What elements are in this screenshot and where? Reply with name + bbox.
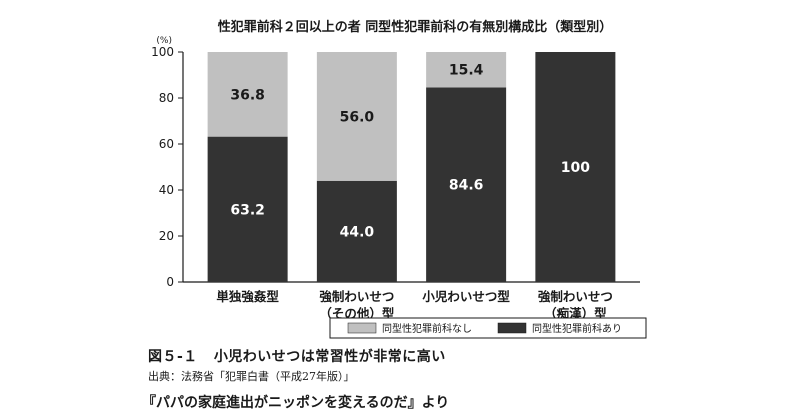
x-tick-label: （その他）型 — [319, 306, 395, 321]
stacked-bar-chart: 性犯罪前科２回以上の者 同型性犯罪前科の有無別構成比（類型別） (%) 0 20 4… — [151, 19, 647, 339]
legend-box — [329, 317, 647, 339]
y-tick-label: 40 — [159, 183, 174, 197]
figure-caption: 図５-１ 小児わいせつは常習性が非常に高い — [148, 346, 446, 366]
legend: 同型性犯罪前科なし 同型性犯罪前科あり — [329, 317, 647, 339]
legend-label: 同型性犯罪前科あり — [532, 322, 622, 335]
x-axis-labels: 単独強姦型 強制わいせつ （その他）型 小児わいせつ型 強制わいせつ （痴漢）型 — [216, 289, 613, 321]
data-label: 56.0 — [340, 109, 375, 125]
x-tick-label: 強制わいせつ — [319, 289, 394, 304]
source-note: 出典：法務省「犯罪白書（平成27年版）」 — [148, 370, 355, 383]
book-quote: 『パパの家庭進出がニッポンを変えるのだ』より — [142, 395, 450, 411]
x-tick-label: 小児わいせつ型 — [421, 289, 510, 304]
legend-swatch — [347, 322, 377, 334]
bar-segment-without-prior — [426, 52, 507, 88]
y-tick-label: 60 — [159, 137, 174, 151]
y-tick-label: 0 — [166, 275, 174, 289]
chart-title: 性犯罪前科２回以上の者 同型性犯罪前科の有無別構成比（類型別） — [218, 19, 613, 35]
x-tick-label: 強制わいせつ — [538, 289, 613, 304]
data-label: 100 — [561, 160, 590, 176]
bar-segment-with-prior — [426, 87, 507, 282]
data-label: 63.2 — [230, 202, 265, 218]
data-label: 44.0 — [340, 224, 375, 240]
bar-segment-without-prior — [207, 52, 288, 137]
data-label: 15.4 — [449, 63, 484, 79]
bar-segment-with-prior — [316, 180, 397, 282]
data-label: 36.8 — [230, 87, 265, 103]
y-axis-unit-label: (%) — [156, 36, 172, 46]
legend-label: 同型性犯罪前科なし — [382, 322, 472, 335]
legend-swatch — [497, 322, 527, 334]
y-tick-label: 100 — [151, 45, 174, 59]
bar-group: 63.2 36.8 44.0 56.0 84.6 15.4 100 — [207, 52, 616, 282]
figure-caption-text: 小児わいせつは常習性が非常に高い — [213, 349, 446, 365]
y-tick-label: 80 — [159, 91, 174, 105]
data-label: 84.6 — [449, 178, 484, 194]
bar-segment-with-prior — [207, 136, 288, 282]
bar-segment-without-prior — [316, 52, 397, 181]
bar-segment-with-prior — [535, 52, 616, 282]
figure-number: 図５-１ — [148, 349, 198, 365]
y-tick-label: 20 — [159, 229, 174, 243]
x-tick-label: 単独強姦型 — [216, 289, 279, 304]
x-tick-label: （痴漢）型 — [544, 306, 607, 321]
